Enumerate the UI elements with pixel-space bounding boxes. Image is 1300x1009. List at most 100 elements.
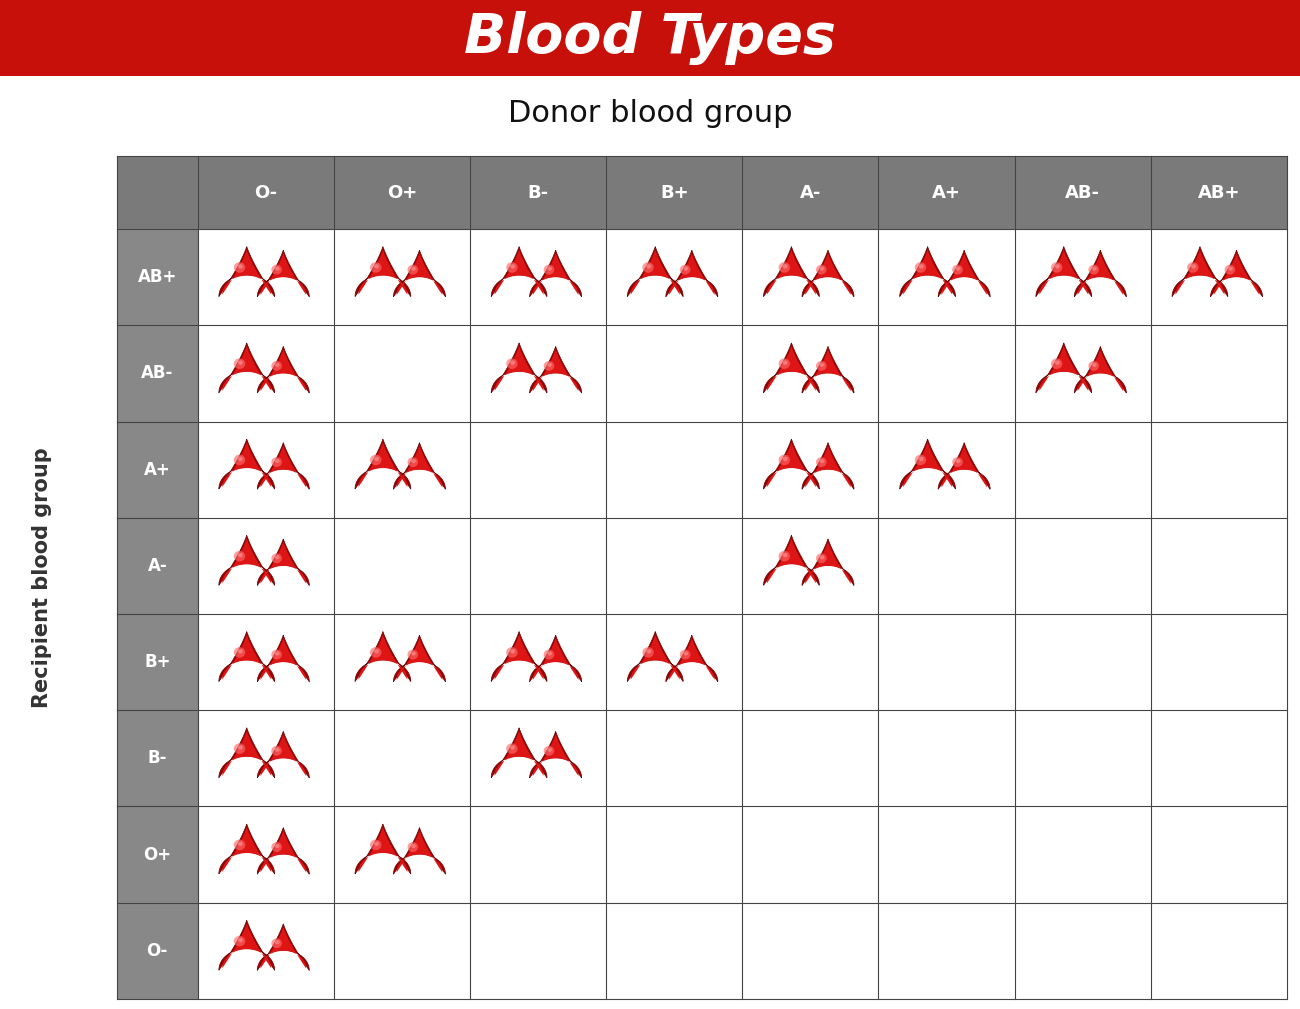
Ellipse shape bbox=[1054, 264, 1060, 268]
PathPatch shape bbox=[1214, 253, 1260, 295]
Ellipse shape bbox=[646, 264, 651, 268]
PathPatch shape bbox=[1173, 246, 1227, 297]
PathPatch shape bbox=[218, 632, 274, 681]
Ellipse shape bbox=[1050, 262, 1062, 272]
PathPatch shape bbox=[533, 349, 578, 391]
Ellipse shape bbox=[238, 553, 243, 557]
Ellipse shape bbox=[783, 360, 788, 365]
PathPatch shape bbox=[257, 732, 309, 778]
PathPatch shape bbox=[628, 632, 682, 681]
PathPatch shape bbox=[260, 830, 307, 873]
PathPatch shape bbox=[763, 439, 819, 489]
Text: A+: A+ bbox=[932, 184, 961, 202]
Ellipse shape bbox=[779, 455, 790, 465]
PathPatch shape bbox=[670, 253, 715, 295]
Ellipse shape bbox=[234, 551, 246, 561]
PathPatch shape bbox=[805, 542, 852, 583]
FancyBboxPatch shape bbox=[117, 156, 198, 229]
Text: A-: A- bbox=[147, 557, 168, 575]
Ellipse shape bbox=[407, 264, 419, 274]
Ellipse shape bbox=[238, 746, 243, 750]
Ellipse shape bbox=[543, 361, 554, 370]
Ellipse shape bbox=[642, 262, 654, 272]
PathPatch shape bbox=[494, 250, 543, 295]
Ellipse shape bbox=[234, 744, 246, 754]
Ellipse shape bbox=[820, 555, 824, 559]
Ellipse shape bbox=[370, 455, 381, 465]
Text: Blood Types: Blood Types bbox=[464, 11, 836, 65]
FancyBboxPatch shape bbox=[117, 903, 198, 999]
Ellipse shape bbox=[276, 844, 279, 848]
Ellipse shape bbox=[816, 553, 827, 563]
PathPatch shape bbox=[1175, 250, 1225, 295]
Text: O+: O+ bbox=[143, 846, 172, 864]
Ellipse shape bbox=[646, 649, 651, 654]
Ellipse shape bbox=[272, 553, 282, 563]
Ellipse shape bbox=[276, 555, 279, 559]
PathPatch shape bbox=[802, 443, 854, 489]
Ellipse shape bbox=[370, 262, 381, 272]
Text: Recipient blood group: Recipient blood group bbox=[31, 447, 52, 708]
PathPatch shape bbox=[257, 250, 309, 297]
Ellipse shape bbox=[234, 839, 246, 851]
PathPatch shape bbox=[257, 539, 309, 585]
PathPatch shape bbox=[1039, 346, 1088, 390]
PathPatch shape bbox=[257, 346, 309, 393]
Text: O-: O- bbox=[254, 184, 277, 202]
Ellipse shape bbox=[272, 650, 282, 660]
Ellipse shape bbox=[783, 264, 788, 268]
PathPatch shape bbox=[903, 442, 952, 487]
PathPatch shape bbox=[491, 632, 547, 681]
PathPatch shape bbox=[396, 253, 442, 295]
PathPatch shape bbox=[218, 343, 274, 393]
Ellipse shape bbox=[238, 360, 243, 365]
PathPatch shape bbox=[941, 253, 987, 295]
PathPatch shape bbox=[1039, 250, 1088, 295]
Ellipse shape bbox=[952, 457, 963, 467]
FancyBboxPatch shape bbox=[117, 518, 198, 613]
PathPatch shape bbox=[222, 539, 272, 583]
Ellipse shape bbox=[919, 264, 924, 268]
PathPatch shape bbox=[494, 635, 543, 680]
Ellipse shape bbox=[642, 647, 654, 658]
PathPatch shape bbox=[260, 446, 307, 487]
Ellipse shape bbox=[543, 264, 554, 274]
Ellipse shape bbox=[956, 266, 961, 270]
PathPatch shape bbox=[359, 635, 407, 680]
Ellipse shape bbox=[272, 264, 282, 274]
FancyBboxPatch shape bbox=[117, 325, 198, 422]
PathPatch shape bbox=[359, 827, 407, 872]
Ellipse shape bbox=[547, 652, 552, 656]
PathPatch shape bbox=[529, 250, 581, 297]
Ellipse shape bbox=[234, 358, 246, 369]
Ellipse shape bbox=[1050, 358, 1062, 369]
Ellipse shape bbox=[510, 264, 515, 268]
PathPatch shape bbox=[396, 446, 442, 487]
Ellipse shape bbox=[238, 649, 243, 654]
Ellipse shape bbox=[411, 266, 416, 270]
Ellipse shape bbox=[506, 358, 517, 369]
PathPatch shape bbox=[763, 536, 819, 585]
PathPatch shape bbox=[257, 924, 309, 971]
Ellipse shape bbox=[1092, 266, 1097, 270]
Ellipse shape bbox=[543, 650, 554, 660]
Ellipse shape bbox=[234, 262, 246, 272]
PathPatch shape bbox=[670, 638, 715, 680]
PathPatch shape bbox=[257, 827, 309, 874]
PathPatch shape bbox=[939, 250, 991, 297]
Ellipse shape bbox=[820, 363, 824, 367]
Ellipse shape bbox=[680, 650, 690, 660]
Ellipse shape bbox=[547, 363, 552, 367]
PathPatch shape bbox=[1210, 250, 1262, 297]
Ellipse shape bbox=[234, 647, 246, 658]
Ellipse shape bbox=[276, 266, 279, 270]
PathPatch shape bbox=[222, 635, 272, 680]
Ellipse shape bbox=[919, 457, 924, 461]
PathPatch shape bbox=[630, 635, 680, 680]
PathPatch shape bbox=[805, 446, 852, 487]
Ellipse shape bbox=[272, 746, 282, 756]
Text: O-: O- bbox=[147, 941, 168, 960]
Ellipse shape bbox=[510, 649, 515, 654]
PathPatch shape bbox=[767, 346, 816, 390]
Ellipse shape bbox=[238, 264, 243, 268]
